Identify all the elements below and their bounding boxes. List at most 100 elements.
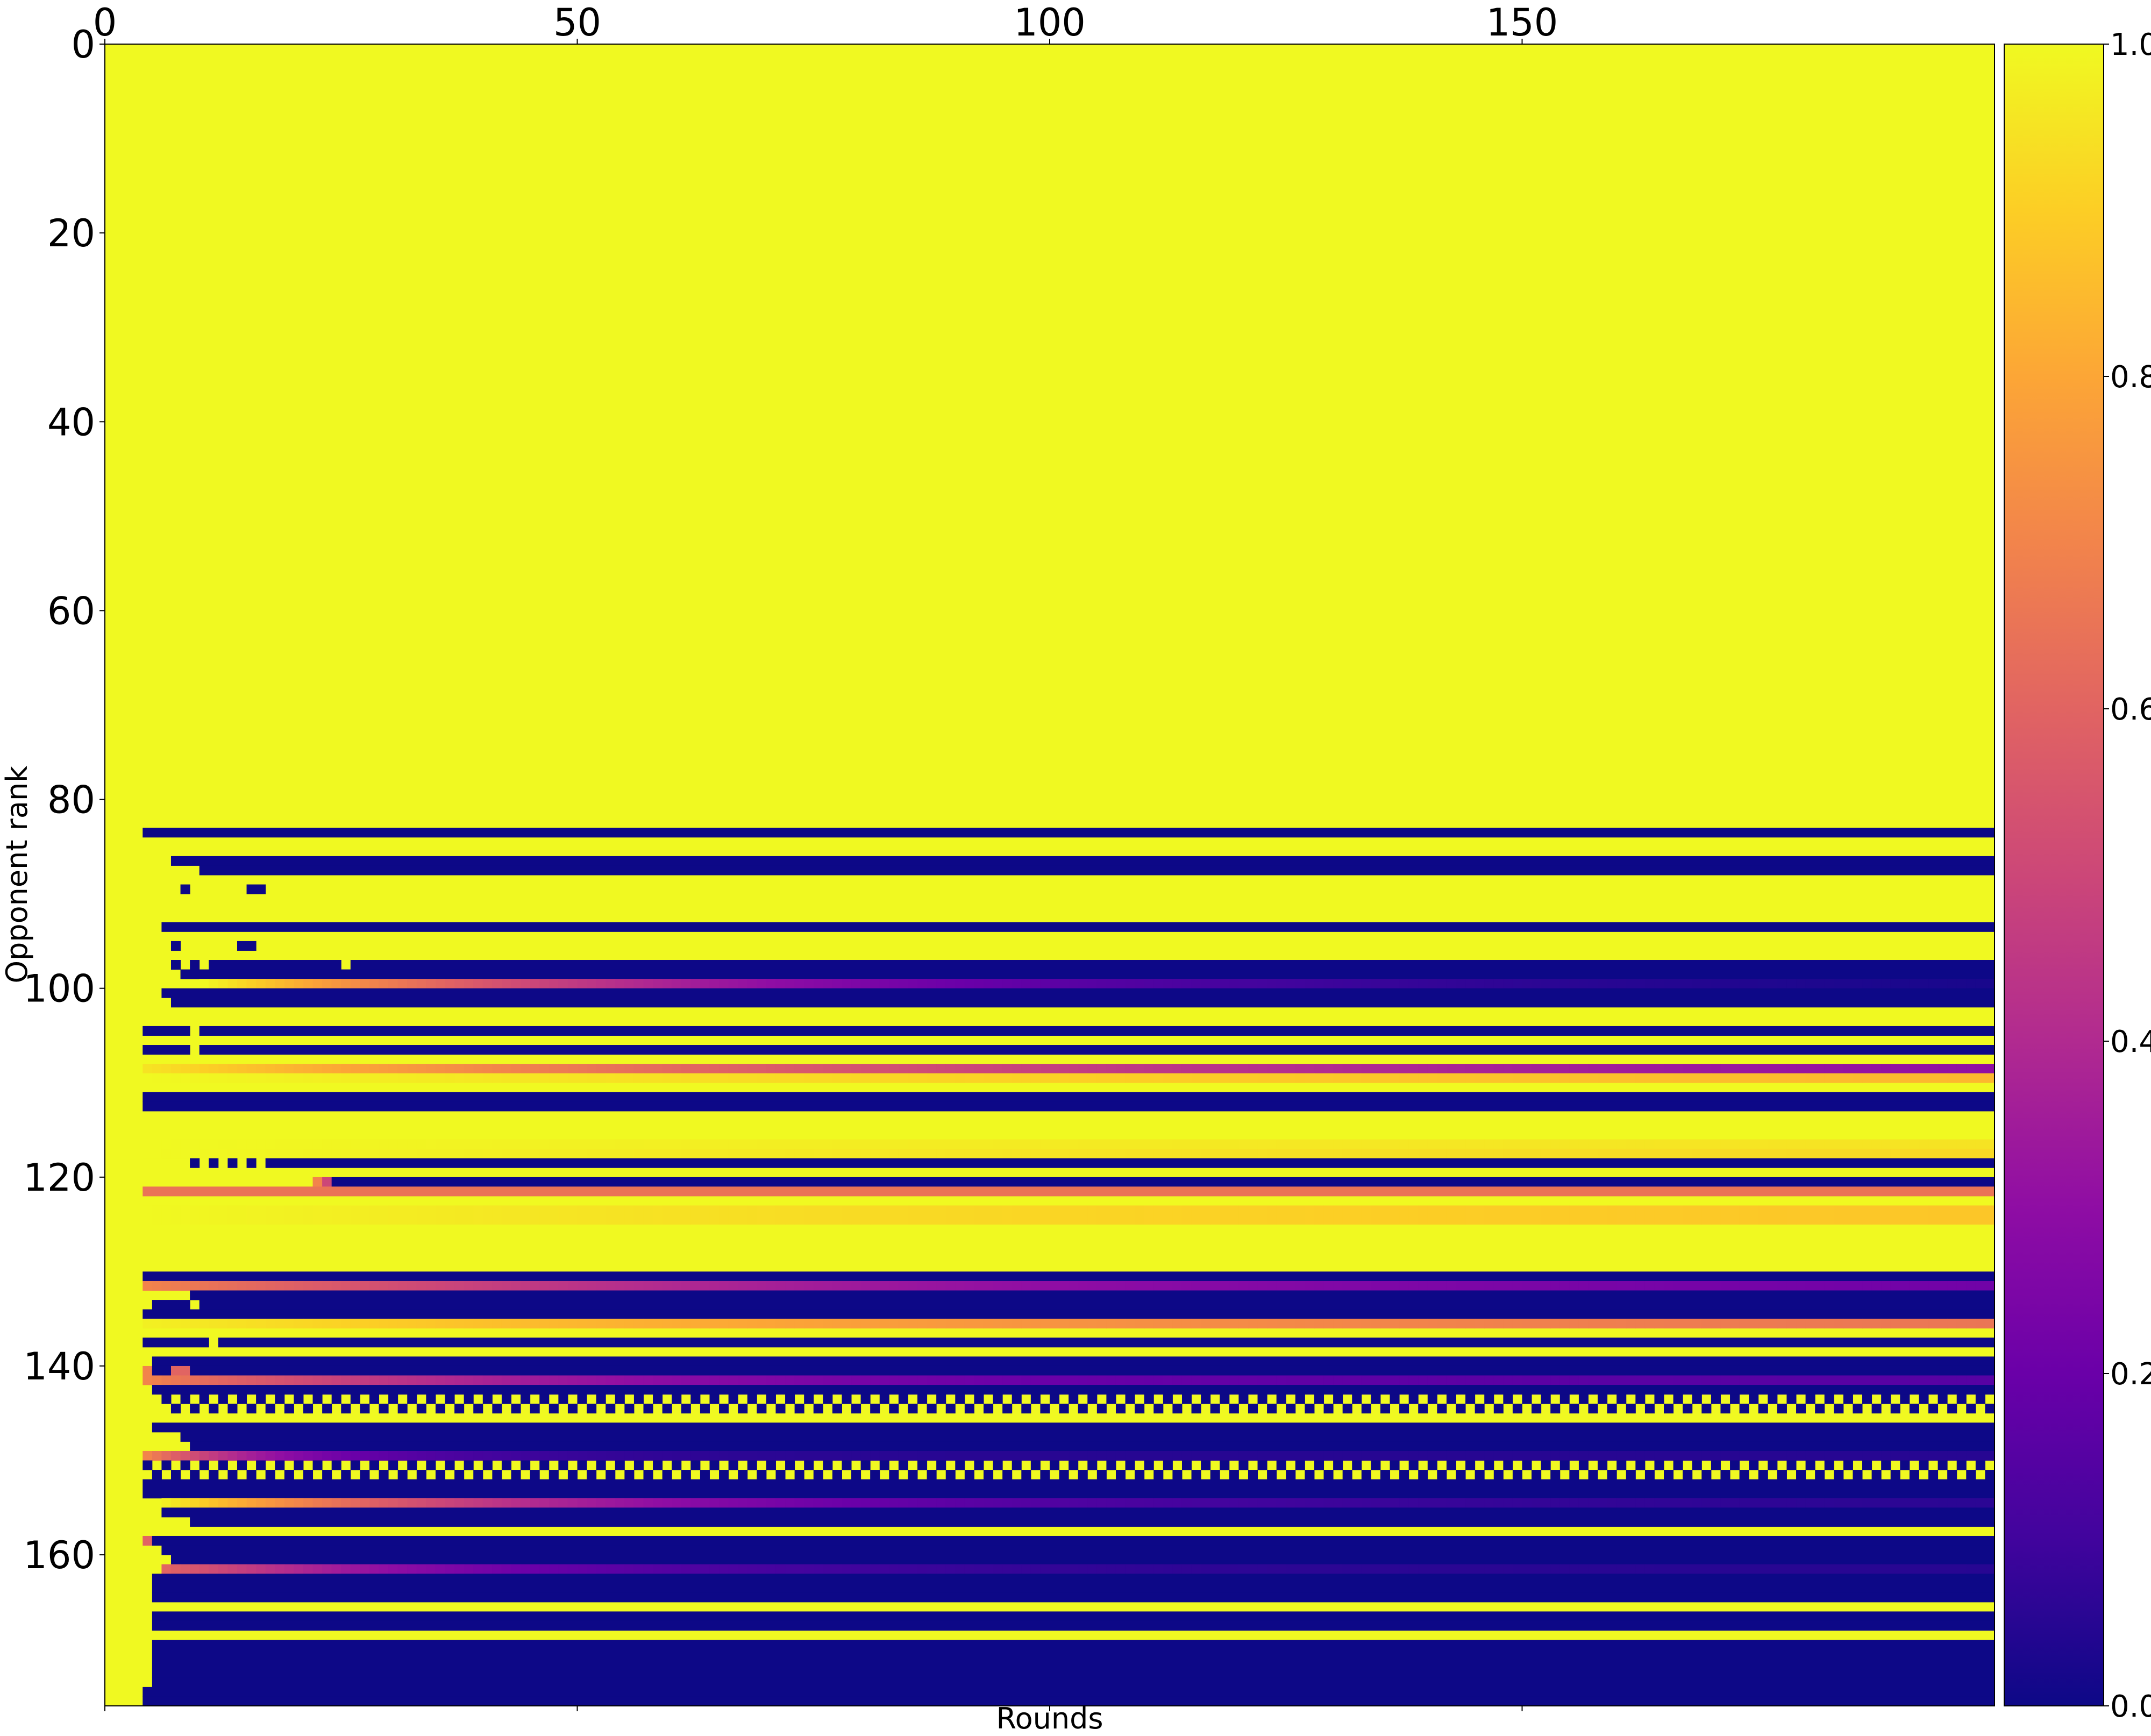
heatmap-cell xyxy=(1371,1375,1381,1385)
heatmap-cell xyxy=(1541,1149,1551,1159)
heatmap-cell xyxy=(681,1470,691,1480)
heatmap-cell xyxy=(1229,1215,1239,1225)
heatmap-cell xyxy=(719,1319,729,1329)
heatmap-cell xyxy=(1115,1564,1126,1574)
heatmap-cell xyxy=(445,1498,455,1508)
heatmap-cell xyxy=(1021,1319,1031,1329)
heatmap-cell xyxy=(1002,1450,1013,1461)
heatmap-cell xyxy=(823,1139,833,1149)
heatmap-cell xyxy=(1191,979,1201,989)
heatmap-cell xyxy=(1238,1319,1249,1329)
heatmap-cell xyxy=(1191,1073,1201,1083)
heatmap-cell xyxy=(1512,1073,1522,1083)
heatmap-cell xyxy=(1909,1073,1919,1083)
heatmap-cell xyxy=(294,1394,304,1404)
heatmap-cell xyxy=(482,1375,493,1385)
heatmap-cell xyxy=(435,1564,446,1574)
heatmap-cell xyxy=(464,1319,474,1329)
heatmap-cell xyxy=(1683,1404,1693,1414)
heatmap-cell xyxy=(1040,1498,1050,1508)
heatmap-cell xyxy=(1730,1280,1740,1291)
heatmap-cell xyxy=(303,1149,314,1159)
heatmap-cell xyxy=(738,1280,748,1291)
heatmap-cell xyxy=(1503,1450,1513,1461)
heatmap-cell xyxy=(1843,1460,1853,1470)
heatmap-cell xyxy=(1768,1064,1778,1074)
heatmap-cell xyxy=(633,1205,644,1215)
heatmap-cell xyxy=(1900,1450,1910,1461)
heatmap-cell xyxy=(237,1375,247,1385)
heatmap-cell xyxy=(1135,1149,1145,1159)
heatmap-cell xyxy=(360,1139,370,1149)
heatmap-cell xyxy=(1956,1375,1967,1385)
heatmap-cell xyxy=(416,1149,426,1159)
heatmap-cell xyxy=(1815,1375,1825,1385)
heatmap-cell xyxy=(397,979,408,989)
heatmap-cell xyxy=(435,1280,446,1291)
heatmap-cell xyxy=(1890,1404,1900,1414)
heatmap-cell xyxy=(1276,1450,1286,1461)
heatmap-cell xyxy=(738,1404,748,1414)
heatmap-cell xyxy=(643,979,653,989)
heatmap-cell xyxy=(662,1064,672,1074)
heatmap-cell xyxy=(606,1450,616,1461)
heatmap-cell xyxy=(643,1375,653,1385)
heatmap-cell xyxy=(331,1149,341,1159)
heatmap-cell xyxy=(482,1460,493,1470)
heatmap-cell xyxy=(1257,1564,1267,1574)
heatmap-cell xyxy=(1824,1064,1834,1074)
heatmap-cell xyxy=(1985,1149,1995,1159)
heatmap-cell xyxy=(587,1450,597,1461)
heatmap-cell xyxy=(265,1064,275,1074)
heatmap-cell xyxy=(426,1073,436,1083)
heatmap-cell xyxy=(473,1073,483,1083)
heatmap-cell xyxy=(1947,1280,1957,1291)
heatmap-cell xyxy=(1361,1450,1371,1461)
heatmap-cell xyxy=(1512,979,1522,989)
heatmap-cell xyxy=(1532,1319,1542,1329)
heatmap-cell xyxy=(256,1460,266,1470)
heatmap-cell xyxy=(1172,1215,1183,1225)
heatmap-cell xyxy=(908,1280,918,1291)
heatmap-cell xyxy=(870,1470,880,1480)
heatmap-cell xyxy=(416,1064,426,1074)
heatmap-cell xyxy=(1380,1073,1391,1083)
heatmap-cell xyxy=(643,1404,653,1414)
heatmap-cell xyxy=(945,1149,956,1159)
heatmap-cell xyxy=(606,979,616,989)
heatmap-cell xyxy=(473,979,483,989)
heatmap-cell xyxy=(1890,1139,1900,1149)
heatmap-cell xyxy=(1871,1319,1882,1329)
heatmap-cell xyxy=(265,1450,275,1461)
heatmap-cell xyxy=(511,1450,521,1461)
heatmap-cell xyxy=(256,1215,266,1225)
heatmap-cell xyxy=(143,1139,153,1149)
heatmap-cell xyxy=(719,1470,729,1480)
heatmap-cell xyxy=(1437,1498,1447,1508)
heatmap-cell xyxy=(615,979,625,989)
heatmap-cell xyxy=(1418,1139,1428,1149)
heatmap-cell xyxy=(1909,1498,1919,1508)
heatmap-cell xyxy=(1059,979,1069,989)
heatmap-cell xyxy=(1786,1149,1797,1159)
heatmap-cell xyxy=(615,1375,625,1385)
heatmap-cell xyxy=(889,1280,899,1291)
heatmap-cell xyxy=(653,1215,663,1225)
heatmap-cell xyxy=(1616,1450,1627,1461)
heatmap-cell xyxy=(388,1064,398,1074)
heatmap-cell xyxy=(1475,1139,1485,1149)
heatmap-cell xyxy=(388,1215,398,1225)
heatmap-cell xyxy=(473,1149,483,1159)
heatmap-cell xyxy=(397,1139,408,1149)
heatmap-cell xyxy=(388,1139,398,1149)
heatmap-cell xyxy=(1181,1139,1192,1149)
heatmap-cell xyxy=(209,1375,219,1385)
heatmap-cell xyxy=(161,1215,172,1225)
heatmap-cell xyxy=(464,1450,474,1461)
heatmap-cell xyxy=(1399,1470,1409,1480)
heatmap-cell xyxy=(832,1319,842,1329)
heatmap-cell xyxy=(1493,1215,1504,1225)
heatmap-cell xyxy=(275,1319,285,1329)
heatmap-cell xyxy=(851,979,861,989)
heatmap-cell xyxy=(1210,1498,1220,1508)
